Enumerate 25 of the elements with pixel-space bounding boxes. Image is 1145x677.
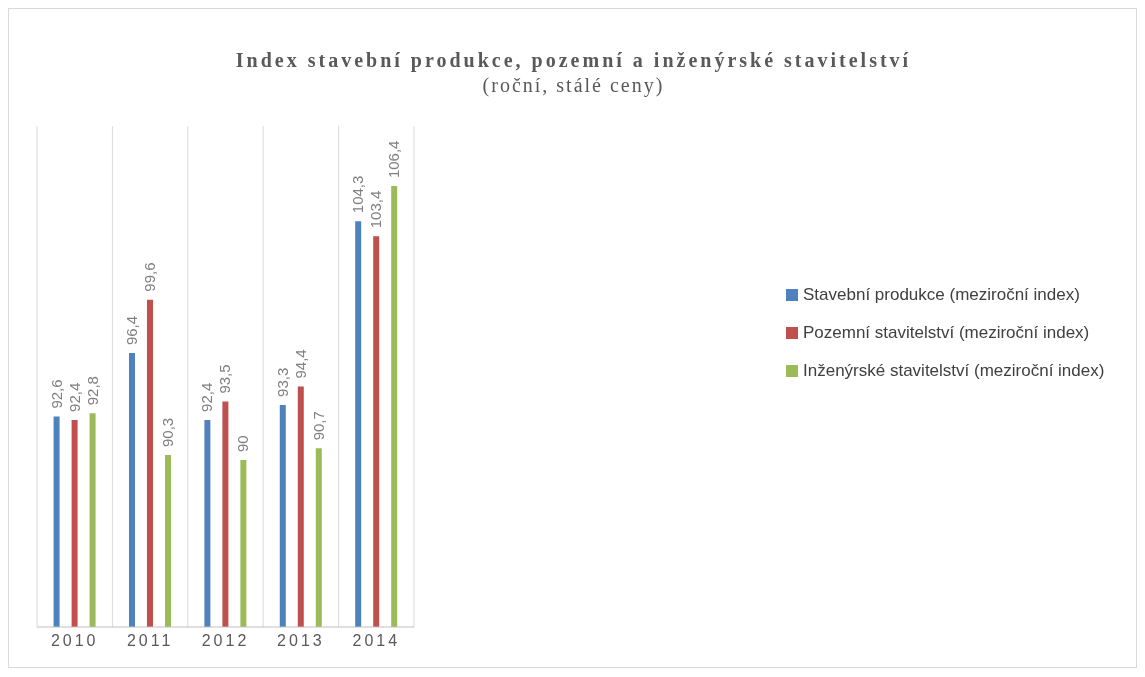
x-tick-label: 2011 [126, 632, 174, 650]
data-label: 106,4 [385, 140, 403, 179]
data-label: 96,4 [122, 315, 140, 346]
data-label: 93,3 [273, 367, 291, 397]
data-label: 92,4 [198, 382, 216, 412]
data-label: 94,4 [291, 349, 309, 379]
data-label: 93,5 [216, 364, 234, 394]
data-label: 104,3 [349, 175, 367, 214]
x-tick-label: 2010 [50, 632, 99, 650]
data-label: 90,3 [158, 417, 176, 447]
text: Index stavební produkce, pozemní a inženýrské stavitelství [234, 49, 913, 72]
text: (roční, stálé ceny) [481, 74, 666, 97]
data-label: 99,6 [140, 262, 158, 292]
x-tick-label: 2014 [352, 632, 401, 650]
data-label: 92,6 [47, 379, 65, 409]
data-label: 90,7 [309, 411, 327, 441]
legend-label: Stavební produkce (meziroční index) [803, 284, 1080, 306]
data-label: 103,4 [367, 190, 385, 229]
x-tick-label: 2012 [201, 632, 250, 650]
x-tick-label: 2013 [277, 632, 325, 650]
legend-label: Pozemní stavitelství (meziroční index) [803, 322, 1090, 344]
legend-label: Inženýrské stavitelství (meziroční index) [803, 360, 1105, 382]
data-label: 92,8 [83, 376, 101, 406]
data-label: 92,4 [65, 382, 83, 412]
data-label: 90 [234, 435, 252, 452]
